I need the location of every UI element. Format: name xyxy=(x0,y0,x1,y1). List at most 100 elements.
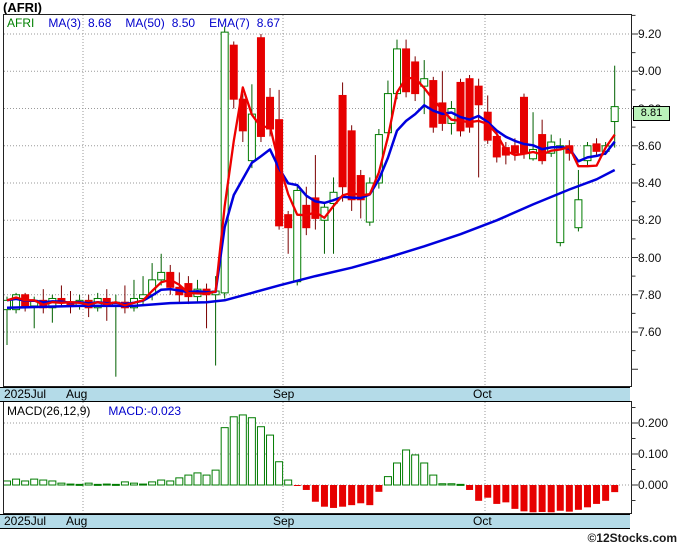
macd-bar-up xyxy=(456,483,465,486)
macd-bar-up xyxy=(202,474,211,486)
macd-bar-down xyxy=(520,485,528,512)
macd-bar-up xyxy=(211,469,220,486)
ma3-line xyxy=(6,76,616,307)
candle-down xyxy=(402,48,411,93)
candle-up xyxy=(12,294,21,311)
macd-axis-label: 0.200 xyxy=(638,416,669,430)
candle-down xyxy=(347,130,356,201)
macd-bar-up xyxy=(57,482,66,486)
candle-down xyxy=(592,143,601,152)
macd-bar-up xyxy=(12,478,21,486)
macd-bar-up xyxy=(111,483,120,486)
macd-bar-down xyxy=(293,485,301,486)
main-chart-frame xyxy=(3,14,632,387)
candle-up xyxy=(420,78,429,87)
candle-down xyxy=(456,81,465,132)
macd-bar-up xyxy=(75,483,84,486)
macd-bar-up xyxy=(429,474,438,486)
candle-down xyxy=(302,204,311,229)
macd-bar-down xyxy=(574,485,582,510)
candle-up xyxy=(610,106,619,123)
macd-current-value: MACD:-0.023 xyxy=(108,404,182,418)
macd-bar-up xyxy=(193,472,202,486)
ema7-label: EMA(7) xyxy=(209,16,250,30)
month-label: Sep xyxy=(273,387,295,401)
macd-bar-up xyxy=(229,416,238,486)
macd-bar-down xyxy=(348,485,356,506)
macd-bar-up xyxy=(402,449,411,486)
macd-bar-down xyxy=(366,485,374,506)
macd-bar-down xyxy=(602,485,610,501)
gridlines xyxy=(4,15,630,513)
macd-axis-label: 0.100 xyxy=(638,447,669,461)
macd-bar-up xyxy=(275,461,284,486)
ema7-value: 8.67 xyxy=(256,16,281,30)
candle-up xyxy=(220,31,229,294)
macd-bar-down xyxy=(565,485,573,512)
macd-bar-down xyxy=(475,485,483,501)
ma50-line xyxy=(6,168,616,310)
candle-down xyxy=(492,135,501,158)
month-label: Aug xyxy=(66,387,88,401)
candle-down xyxy=(356,175,365,201)
price-axis-label: 9.20 xyxy=(638,27,662,41)
macd-bar-up xyxy=(447,483,456,486)
ma3-label: MA(3) xyxy=(48,16,82,30)
last-price-badge: 8.81 xyxy=(633,106,670,121)
ticker-symbol: AFRI xyxy=(7,16,35,30)
macd-params: MACD(26,12,9) xyxy=(7,404,91,418)
macd-bar-up xyxy=(39,479,48,486)
month-label: Sep xyxy=(273,514,295,528)
price-axis-label: 8.60 xyxy=(638,138,662,153)
macd-bar-down xyxy=(593,485,601,504)
macd-bar-up xyxy=(30,478,39,486)
candle-down xyxy=(510,145,519,154)
price-axis-label: 8.00 xyxy=(638,250,662,265)
macd-bar-up xyxy=(393,462,402,486)
candle-down xyxy=(474,85,483,106)
candle-down xyxy=(256,37,265,137)
macd-bar-up xyxy=(238,414,247,486)
macd-bar-up xyxy=(420,462,429,486)
candle-up xyxy=(583,145,592,162)
month-label: Oct xyxy=(473,514,492,528)
date-axis-macd: 2025Jul Aug Sep Oct xyxy=(0,514,630,529)
macd-bar-up xyxy=(93,483,102,486)
candle-up xyxy=(574,199,583,229)
price-axis-label: 8.20 xyxy=(638,213,662,228)
copyright-credit: ©12Stocks.com xyxy=(587,531,677,545)
macd-bar-up xyxy=(66,483,75,486)
candle-down xyxy=(338,94,347,188)
macd-bar-up xyxy=(383,476,392,486)
macd-bar-up xyxy=(166,480,175,486)
macd-bar-down xyxy=(466,485,474,490)
macd-bar-down xyxy=(547,485,555,513)
macd-bar-up xyxy=(220,427,229,486)
candle-up xyxy=(293,189,302,283)
price-axis-label: 9.00 xyxy=(638,64,662,79)
month-label: 2025Jul xyxy=(4,514,47,528)
date-axis-main: 2025Jul Aug Sep Oct xyxy=(0,387,630,402)
macd-bar-up xyxy=(48,480,57,486)
macd-bar-down xyxy=(583,485,591,508)
macd-bar-up xyxy=(120,481,129,486)
macd-bar-down xyxy=(484,485,492,498)
macd-bar-up xyxy=(3,480,11,486)
macd-bar-down xyxy=(311,485,319,502)
macd-bar-down xyxy=(556,485,564,511)
page-title: (AFRI) xyxy=(3,0,42,15)
macd-bar-down xyxy=(302,485,310,490)
macd-bar-down xyxy=(357,485,365,504)
price-axis-label: 7.80 xyxy=(638,287,662,302)
candles xyxy=(3,26,619,377)
macd-bar-up xyxy=(157,479,166,486)
macd-bar-down xyxy=(339,485,347,507)
candle-down xyxy=(311,197,320,219)
macd-bar-down xyxy=(493,485,501,504)
macd-bar-up xyxy=(184,474,193,486)
indicator-legend: AFRI MA(3) 8.68 MA(50) 8.50 EMA(7) 8.67 xyxy=(7,16,294,30)
price-axis-label: 8.40 xyxy=(638,176,662,190)
candle-up xyxy=(157,271,166,281)
macd-axis-label: 0.000 xyxy=(638,478,669,492)
